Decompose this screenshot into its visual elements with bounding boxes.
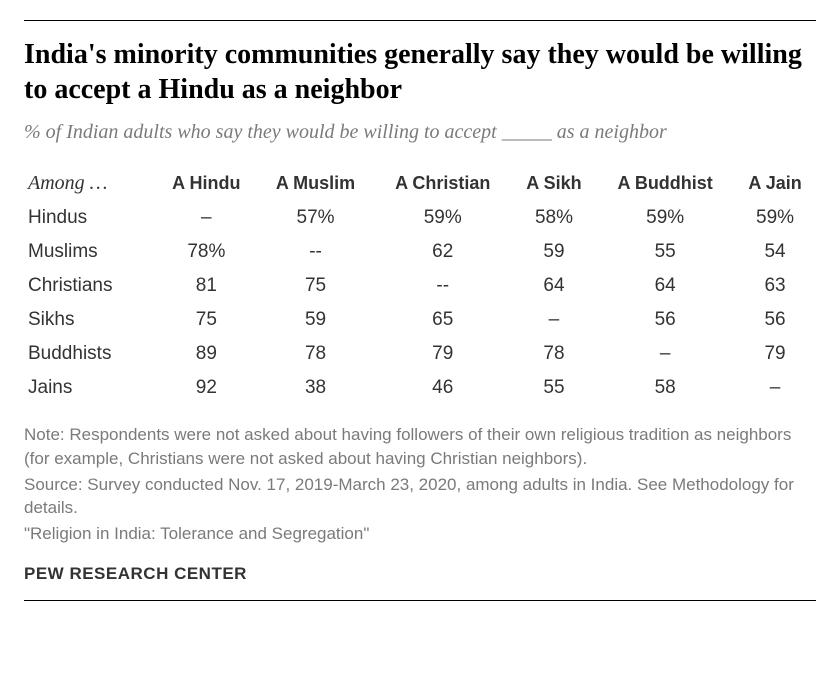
col-header: A Christian bbox=[374, 166, 512, 201]
cell: 58% bbox=[512, 201, 597, 235]
row-label: Sikhs bbox=[24, 303, 155, 337]
cell: 59% bbox=[374, 201, 512, 235]
cell: 92 bbox=[155, 371, 257, 405]
cell: 64 bbox=[512, 269, 597, 303]
cell: 55 bbox=[596, 235, 734, 269]
note-line: "Religion in India: Tolerance and Segreg… bbox=[24, 522, 816, 546]
cell: – bbox=[596, 337, 734, 371]
footnotes: Note: Respondents were not asked about h… bbox=[24, 423, 816, 546]
cell: 75 bbox=[155, 303, 257, 337]
cell: 64 bbox=[596, 269, 734, 303]
cell: 65 bbox=[374, 303, 512, 337]
row-header-label: Among … bbox=[24, 166, 155, 201]
report-table-card: India's minority communities generally s… bbox=[24, 20, 816, 601]
table-header-row: Among … A Hindu A Muslim A Christian A S… bbox=[24, 166, 816, 201]
cell: -- bbox=[257, 235, 374, 269]
cell: 59% bbox=[596, 201, 734, 235]
cell: 57% bbox=[257, 201, 374, 235]
row-label: Buddhists bbox=[24, 337, 155, 371]
title: India's minority communities generally s… bbox=[24, 37, 816, 107]
note-line: Note: Respondents were not asked about h… bbox=[24, 423, 816, 471]
cell: 79 bbox=[734, 337, 816, 371]
cell: 59 bbox=[257, 303, 374, 337]
cell: 54 bbox=[734, 235, 816, 269]
cell: 89 bbox=[155, 337, 257, 371]
note-line: Source: Survey conducted Nov. 17, 2019-M… bbox=[24, 473, 816, 521]
cell: -- bbox=[374, 269, 512, 303]
cell: 63 bbox=[734, 269, 816, 303]
col-header: A Sikh bbox=[512, 166, 597, 201]
data-table: Among … A Hindu A Muslim A Christian A S… bbox=[24, 166, 816, 405]
col-header: A Hindu bbox=[155, 166, 257, 201]
cell: 56 bbox=[734, 303, 816, 337]
cell: 58 bbox=[596, 371, 734, 405]
attribution: PEW RESEARCH CENTER bbox=[24, 564, 816, 601]
cell: – bbox=[734, 371, 816, 405]
col-header: A Jain bbox=[734, 166, 816, 201]
cell: 75 bbox=[257, 269, 374, 303]
cell: 62 bbox=[374, 235, 512, 269]
cell: 78 bbox=[512, 337, 597, 371]
subtitle: % of Indian adults who say they would be… bbox=[24, 119, 816, 146]
table-row: Christians 81 75 -- 64 64 63 bbox=[24, 269, 816, 303]
table-row: Buddhists 89 78 79 78 – 79 bbox=[24, 337, 816, 371]
col-header: A Muslim bbox=[257, 166, 374, 201]
row-label: Muslims bbox=[24, 235, 155, 269]
cell: 78% bbox=[155, 235, 257, 269]
cell: – bbox=[155, 201, 257, 235]
table-row: Sikhs 75 59 65 – 56 56 bbox=[24, 303, 816, 337]
table-row: Hindus – 57% 59% 58% 59% 59% bbox=[24, 201, 816, 235]
row-label: Hindus bbox=[24, 201, 155, 235]
cell: 81 bbox=[155, 269, 257, 303]
table-row: Jains 92 38 46 55 58 – bbox=[24, 371, 816, 405]
row-label: Jains bbox=[24, 371, 155, 405]
cell: 55 bbox=[512, 371, 597, 405]
cell: 59 bbox=[512, 235, 597, 269]
cell: 78 bbox=[257, 337, 374, 371]
cell: 59% bbox=[734, 201, 816, 235]
cell: – bbox=[512, 303, 597, 337]
row-label: Christians bbox=[24, 269, 155, 303]
cell: 38 bbox=[257, 371, 374, 405]
cell: 79 bbox=[374, 337, 512, 371]
cell: 46 bbox=[374, 371, 512, 405]
table-row: Muslims 78% -- 62 59 55 54 bbox=[24, 235, 816, 269]
cell: 56 bbox=[596, 303, 734, 337]
col-header: A Buddhist bbox=[596, 166, 734, 201]
